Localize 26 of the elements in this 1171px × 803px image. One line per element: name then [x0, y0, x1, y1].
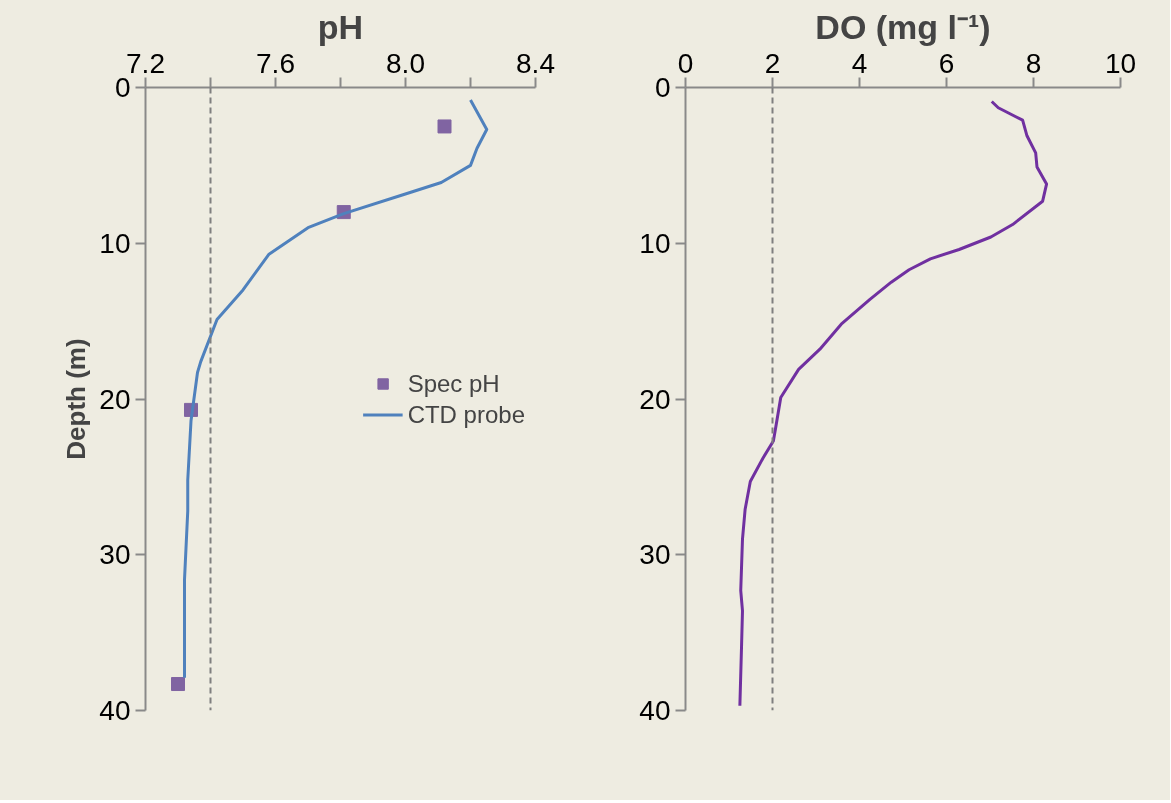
x-tick-label: 0	[677, 47, 694, 79]
y-tick-label: 30	[639, 539, 671, 571]
line-series	[738, 100, 1049, 708]
y-tick-label: 10	[99, 227, 131, 259]
x-tick-label: 8	[1025, 47, 1042, 79]
y-tick-label: 0	[654, 72, 671, 103]
chart-title: pH	[317, 7, 364, 46]
legend-label: CTD probe	[407, 400, 525, 428]
x-tick-label: 10	[1104, 47, 1137, 79]
point	[171, 677, 185, 692]
x-tick-label: 4	[851, 47, 868, 79]
y-axis-title: Depth (m)	[61, 338, 92, 460]
x-tick-label: 8.0	[386, 47, 425, 79]
y-tick-label: 40	[639, 695, 671, 726]
y-tick-label: 20	[99, 383, 131, 415]
y-tick-label: 30	[99, 539, 131, 571]
x-tick-label: 7.6	[256, 47, 295, 79]
x-tick-label: 2	[764, 47, 781, 79]
legend-label: Spec pH	[407, 369, 500, 397]
point	[437, 119, 452, 134]
x-tick-label: 6	[938, 47, 955, 79]
y-tick-label: 40	[99, 695, 131, 726]
y-tick-label: 10	[639, 227, 671, 259]
y-tick-label: 20	[639, 383, 671, 415]
chart-title: DO (mg l⁻¹)	[815, 7, 991, 46]
x-tick-label: 8.4	[516, 47, 555, 79]
